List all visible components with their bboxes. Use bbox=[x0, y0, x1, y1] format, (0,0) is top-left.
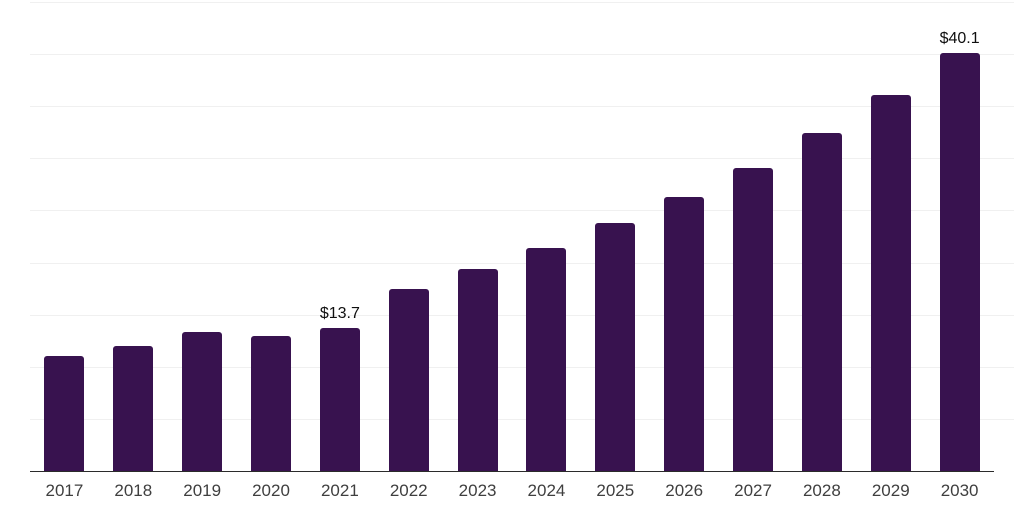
x-tick-label-2017: 2017 bbox=[45, 481, 84, 500]
x-tick-label-2018: 2018 bbox=[114, 481, 153, 500]
x-tick-label-2019: 2019 bbox=[183, 481, 222, 500]
bar-slot-2019 bbox=[168, 2, 237, 471]
gridline-40 bbox=[30, 54, 1014, 55]
bar-2021 bbox=[319, 328, 360, 471]
x-tick-label-2023: 2023 bbox=[458, 481, 497, 500]
bar-2026 bbox=[664, 196, 705, 471]
bar-value-label-2030: $40.1 bbox=[939, 30, 980, 48]
bar-2030 bbox=[939, 53, 980, 471]
x-tick-label-2029: 2029 bbox=[871, 481, 910, 500]
bar-2025 bbox=[595, 223, 636, 471]
bar-slot-2022 bbox=[374, 2, 443, 471]
gridline-35 bbox=[30, 106, 1014, 107]
bar-2027 bbox=[733, 167, 774, 471]
bar-2020 bbox=[251, 335, 291, 471]
x-tick-label-2025: 2025 bbox=[596, 481, 635, 500]
bar-slot-2023 bbox=[443, 2, 512, 471]
gridline-15 bbox=[30, 315, 1014, 316]
gridline-20 bbox=[30, 263, 1014, 264]
bar-slot-2025 bbox=[581, 2, 650, 471]
bar-slot-2017 bbox=[30, 2, 99, 471]
x-tick-label-2020: 2020 bbox=[252, 481, 290, 500]
bar-slot-2028 bbox=[787, 2, 856, 471]
bar-2018 bbox=[113, 345, 154, 471]
bar-slot-2018 bbox=[99, 2, 168, 471]
x-tick-label-2030: 2030 bbox=[940, 481, 979, 500]
bar-2029 bbox=[870, 94, 911, 471]
bar-2024 bbox=[526, 248, 567, 471]
bar-slot-2029 bbox=[856, 2, 925, 471]
gridline-5 bbox=[30, 419, 1014, 420]
gridline-10 bbox=[30, 367, 1014, 368]
x-axis-line bbox=[30, 471, 994, 472]
bar-slot-2020 bbox=[237, 2, 306, 471]
x-tick-label-2022: 2022 bbox=[389, 481, 428, 500]
bar-slot-2024 bbox=[512, 2, 581, 471]
bar-value-label-2021: $13.7 bbox=[319, 305, 360, 323]
bar-2023 bbox=[457, 268, 498, 471]
x-tick-label-2027: 2027 bbox=[734, 481, 772, 500]
bar-2028 bbox=[801, 133, 842, 471]
gridline-30 bbox=[30, 158, 1014, 159]
x-tick-label-2028: 2028 bbox=[802, 481, 841, 500]
bars-layer: $13.7 $40.1 bbox=[30, 2, 994, 471]
x-axis-labels: 2017 2018 2019 2020 2021 2022 2023 2024 2025 2026… bbox=[30, 481, 994, 501]
x-tick-label-2026: 2026 bbox=[665, 481, 704, 500]
bar-slot-2021: $13.7 bbox=[305, 2, 374, 471]
x-tick-label-2024: 2024 bbox=[527, 481, 566, 500]
bar-2017 bbox=[44, 356, 85, 471]
bar-slot-2027 bbox=[719, 2, 788, 471]
bar-2019 bbox=[182, 332, 223, 471]
bar-slot-2030: $40.1 bbox=[925, 2, 994, 471]
gridline-25 bbox=[30, 210, 1014, 211]
plot-area: $13.7 $40.1 bbox=[30, 2, 1014, 472]
bar-slot-2026 bbox=[650, 2, 719, 471]
x-tick-label-2021: 2021 bbox=[320, 481, 359, 500]
gridline-45 bbox=[30, 2, 1014, 3]
bar-2022 bbox=[388, 288, 429, 471]
